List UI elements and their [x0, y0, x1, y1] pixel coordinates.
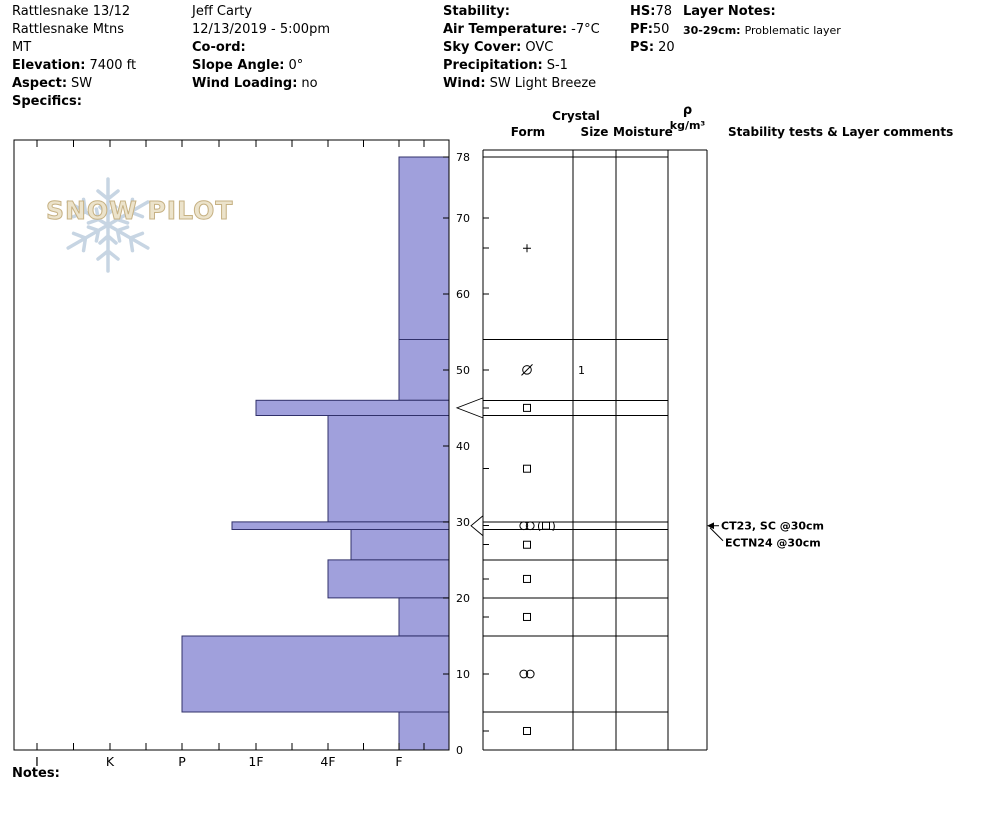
stability-test-result: CT23, SC @30cm [721, 520, 824, 533]
air-temperature: Air Temperature: -7°C [443, 22, 600, 37]
snow-layer-bar [398, 339, 450, 401]
depth-axis-label: 0 [456, 744, 463, 757]
stability: Stability: [443, 4, 510, 19]
hardness-axis-label: 1F [248, 754, 263, 769]
depth-axis-label: 10 [456, 668, 470, 681]
grain-form-symbol: () [519, 520, 556, 533]
grain-form-symbol [523, 540, 531, 549]
grain-form-symbol [523, 574, 531, 583]
conditions-info: Stability: Air Temperature: -7°C Sky Cove… [443, 4, 600, 94]
column-header-density-symbol: ρ [682, 103, 693, 118]
grain-form-symbol [523, 403, 531, 412]
pit-datetime: 12/13/2019 - 5:00pm [192, 22, 330, 37]
pit-from: PF:50 [630, 22, 670, 37]
column-header-comments: Stability tests & Layer comments [728, 125, 954, 139]
depth-axis-label: 40 [456, 440, 470, 453]
grain-size-value: 1 [578, 364, 585, 377]
depth-axis-label: 50 [456, 364, 470, 377]
hardness-axis-label: 4F [320, 754, 335, 769]
snow-layer-bar [231, 521, 450, 531]
depth-axis-label: 60 [456, 288, 470, 301]
column-header-moisture: Moisture [613, 125, 673, 139]
grain-form-symbol [521, 364, 533, 376]
svg-text:(: ( [537, 520, 541, 533]
notes-label: Notes: [12, 766, 60, 781]
depth-axis-label: 20 [456, 592, 470, 605]
grain-form-symbol [523, 726, 531, 735]
observer-name: Jeff Carty [192, 4, 253, 19]
snow-layer-bar [255, 399, 450, 416]
column-header-form: Form [510, 125, 546, 139]
snow-layer-bar [350, 529, 450, 561]
wind-loading: Wind Loading: no [192, 76, 318, 91]
snowpilot-logo-text: SNOW PILOT [45, 196, 234, 226]
snow-layer-bar [327, 559, 450, 599]
svg-text:): ) [552, 520, 556, 533]
stability-test-result: ECTN24 @30cm [725, 537, 821, 550]
depth-axis-label: 70 [456, 212, 470, 225]
snowflake-icon [66, 177, 150, 273]
pit-name: Rattlesnake 13/12 [12, 4, 131, 19]
mountain-range: Rattlesnake Mtns [12, 22, 125, 37]
thin-layer-indicator [455, 397, 484, 419]
test-arrow-icon [707, 522, 714, 530]
hardness-axis-label: I [35, 754, 39, 769]
grain-form-symbol [523, 612, 531, 621]
sky-cover: Sky Cover: OVC [443, 40, 554, 55]
thin-layer-indicator [470, 515, 484, 537]
snow-layer-bar [181, 635, 450, 713]
grain-form-symbol [519, 669, 535, 679]
column-header-size: Size [580, 125, 609, 139]
snow-layer-bar [327, 415, 450, 523]
hardness-axis-label: P [178, 754, 186, 769]
coordinates: Co-ord: [192, 40, 246, 55]
hardness-axis-label: F [395, 754, 402, 769]
snow-layer-bar [398, 597, 450, 637]
grain-form-symbol [523, 244, 531, 253]
elevation: Elevation: 7400 ft [12, 58, 137, 73]
grain-form-symbol [523, 464, 531, 473]
specifics: Specifics: [12, 94, 82, 109]
column-header-crystal: Crystal [552, 109, 600, 123]
hardness-axis-label: K [106, 754, 115, 769]
site-info: Rattlesnake 13/12 Rattlesnake Mtns MT El… [12, 4, 136, 112]
depth-axis-label: 30 [456, 516, 470, 529]
state: MT [12, 40, 32, 55]
snow-layer-bar [398, 156, 450, 340]
layer-note-item: 30-29cm: Problematic layer [683, 24, 841, 37]
slope-angle: Slope Angle: 0° [192, 58, 304, 73]
column-header-density-units: kg/m³ [669, 119, 706, 132]
precipitation: Precipitation: S-1 [443, 58, 568, 73]
pit-scale: PS: 20 [630, 40, 675, 55]
wind: Wind: SW Light Breeze [443, 76, 597, 91]
aspect: Aspect: SW [12, 76, 93, 91]
height-of-snow: HS:78 [630, 4, 672, 19]
snow-heights: HS:78 PF:50 PS: 20 [630, 4, 675, 58]
observer-info: Jeff Carty 12/13/2019 - 5:00pm Co-ord: S… [192, 4, 330, 94]
depth-axis-label: 78 [456, 151, 470, 164]
layer-notes-title: Layer Notes: [683, 4, 776, 19]
layer-notes: Layer Notes: 30-29cm: Problematic layer [683, 4, 841, 42]
